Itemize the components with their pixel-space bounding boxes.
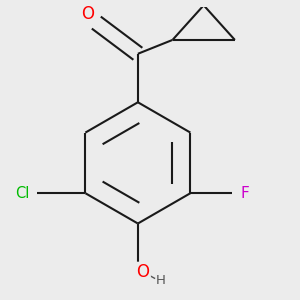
Text: O: O	[81, 5, 94, 23]
Text: Cl: Cl	[16, 186, 30, 201]
Text: O: O	[136, 263, 150, 281]
Text: F: F	[241, 186, 249, 201]
Text: H: H	[155, 274, 165, 287]
